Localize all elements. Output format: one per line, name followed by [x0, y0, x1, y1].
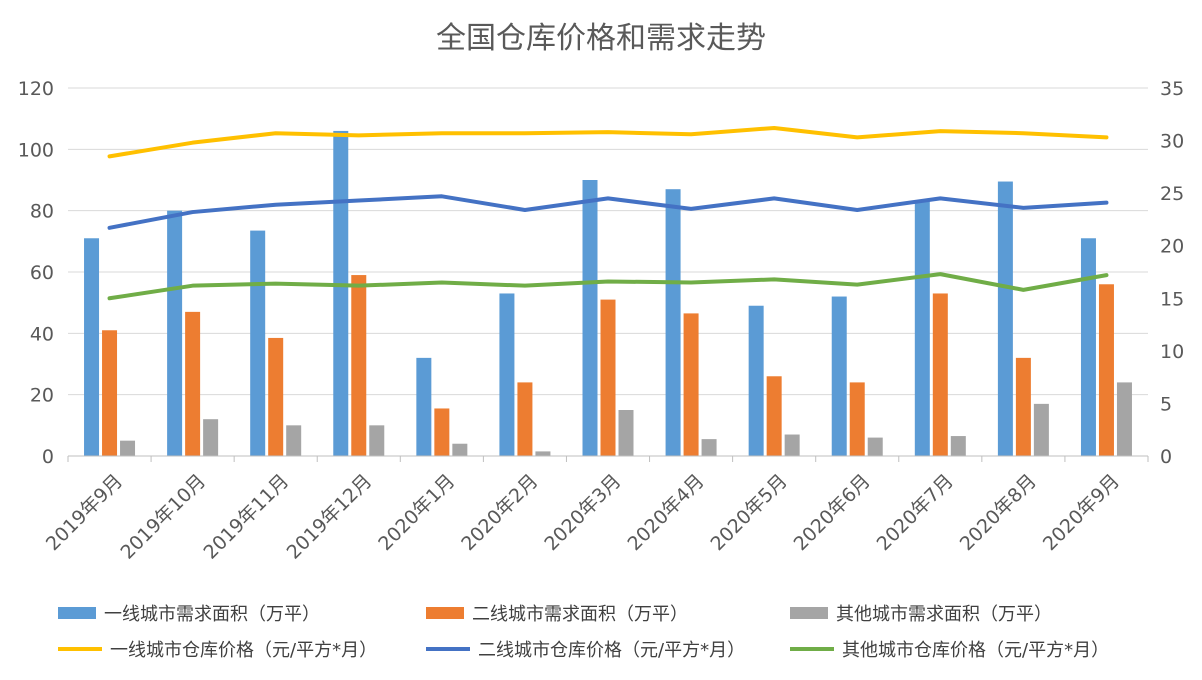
bar: [1033, 403, 1049, 456]
bar: [1116, 382, 1132, 456]
x-tick-label: 2020年8月: [956, 470, 1041, 555]
bar: [665, 189, 681, 456]
x-tick-label: 2019年9月: [42, 470, 127, 555]
bar: [250, 230, 266, 456]
bar: [748, 305, 764, 456]
x-tick-label: 2019年12月: [283, 470, 377, 564]
bar: [452, 443, 468, 456]
x-tick-label: 2020年2月: [457, 470, 542, 555]
bar: [600, 299, 616, 456]
bar: [333, 130, 349, 456]
y-left-tick-label: 80: [30, 201, 54, 223]
bar: [102, 330, 118, 456]
x-tick-label: 2020年4月: [623, 470, 708, 555]
y-left-tick-label: 60: [30, 262, 54, 284]
series-line: [107, 194, 1109, 230]
x-tick-label: 2020年6月: [790, 470, 875, 555]
bar: [867, 437, 883, 456]
bar: [932, 293, 948, 456]
bar: [369, 425, 385, 456]
bar: [701, 439, 717, 456]
bar: [535, 451, 551, 456]
y-right-tick-label: 25: [1160, 183, 1184, 205]
y-left-tick-label: 100: [18, 139, 54, 161]
bar: [582, 180, 598, 456]
bar: [434, 408, 450, 456]
bar: [286, 425, 302, 456]
bar: [1015, 357, 1031, 456]
bar: [351, 275, 367, 456]
chart-title: 全国仓库价格和需求走势: [436, 21, 766, 56]
y-right-tick-label: 0: [1160, 446, 1172, 468]
bar: [185, 311, 201, 456]
y-right-tick-label: 35: [1160, 78, 1184, 100]
x-tick-label: 2019年10月: [116, 470, 210, 564]
x-tick-label: 2020年3月: [540, 470, 625, 555]
x-tick-label: 2020年5月: [707, 470, 792, 555]
bar: [268, 337, 284, 456]
y-right-tick-label: 30: [1160, 131, 1184, 153]
x-tick-label: 2020年1月: [374, 470, 459, 555]
x-tick-label: 2020年7月: [873, 470, 958, 555]
y-left-tick-label: 40: [30, 323, 54, 345]
bar: [618, 410, 634, 456]
bars-group: [84, 130, 1132, 457]
bar: [914, 201, 930, 456]
y-right-tick-label: 20: [1160, 236, 1184, 258]
y-right-tick-label: 10: [1160, 341, 1184, 363]
x-tick-label: 2020年9月: [1039, 470, 1124, 555]
bar: [784, 434, 800, 456]
bar: [683, 313, 699, 456]
series-line: [107, 125, 1109, 159]
bar: [766, 376, 782, 456]
series-line: [107, 272, 1109, 301]
bar: [167, 210, 183, 456]
bar: [997, 181, 1013, 457]
y-left-tick-label: 120: [18, 78, 54, 100]
bar: [203, 419, 219, 456]
bar: [1098, 284, 1114, 456]
y-right-tick-label: 15: [1160, 288, 1184, 310]
bar: [831, 296, 847, 456]
bar: [84, 238, 100, 456]
y-right-tick-label: 5: [1160, 393, 1172, 415]
bar: [120, 440, 136, 456]
bar: [1080, 238, 1096, 456]
lines-group: [107, 125, 1109, 301]
bar: [499, 293, 515, 456]
bar: [416, 357, 432, 456]
y-left-tick-label: 20: [30, 385, 54, 407]
gridlines: [68, 87, 1148, 396]
bar: [950, 436, 966, 456]
bar: [517, 382, 533, 456]
x-tick-label: 2019年11月: [200, 470, 294, 564]
bar: [849, 382, 865, 456]
y-left-tick-label: 0: [42, 446, 54, 468]
